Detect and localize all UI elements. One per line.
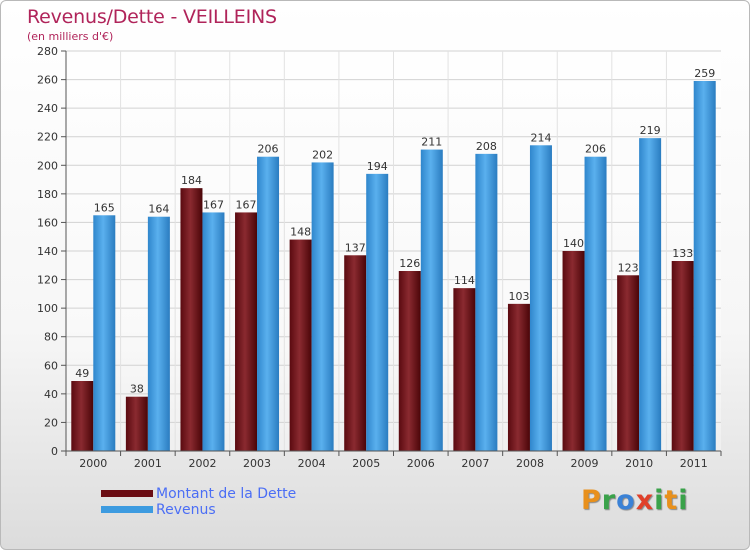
data-label-debt: 137: [345, 241, 366, 254]
bar-debt: [562, 251, 585, 451]
data-label-revenus: 214: [530, 131, 551, 144]
y-tick-label: 60: [44, 359, 58, 372]
proxiti-logo: Proxiti: [581, 485, 689, 516]
bar-revenus: [475, 153, 498, 451]
bar-debt: [344, 255, 367, 451]
bar-debt: [617, 275, 640, 451]
data-label-revenus: 194: [367, 160, 388, 173]
chart-subtitle: (en milliers d'€): [27, 30, 114, 43]
bar-debt: [398, 271, 421, 451]
y-tick-label: 20: [44, 416, 58, 429]
y-tick-label: 260: [37, 74, 58, 87]
bar-revenus: [257, 156, 280, 451]
x-tick-label: 2006: [407, 457, 435, 470]
y-axis: 0 20 40 60 80 100 120 140 160 180 200 220 240 260 280: [37, 45, 67, 458]
data-label-debt: 49: [75, 367, 89, 380]
y-tick-label: 120: [37, 274, 58, 287]
data-label-revenus: 219: [640, 124, 661, 137]
data-label-debt: 184: [181, 174, 202, 187]
bar-debt: [453, 288, 476, 451]
data-label-debt: 140: [563, 237, 584, 250]
data-label-revenus: 208: [476, 140, 497, 153]
y-tick-label: 280: [37, 45, 58, 58]
x-tick-label: 2002: [188, 457, 216, 470]
data-label-debt: 103: [508, 290, 529, 303]
bar-debt: [671, 261, 694, 451]
data-label-debt: 167: [236, 198, 257, 211]
data-label-debt: 126: [399, 257, 420, 270]
bar-revenus: [584, 156, 607, 451]
legend-item-debt: Montant de la Dette: [101, 486, 296, 502]
data-label-debt: 123: [618, 261, 639, 274]
logo-letter: t: [664, 485, 679, 516]
data-label-revenus: 206: [258, 143, 279, 156]
bar-revenus: [693, 81, 716, 451]
bar-debt: [180, 188, 203, 451]
y-tick-label: 80: [44, 331, 58, 344]
x-tick-label: 2008: [516, 457, 544, 470]
data-label-revenus: 202: [312, 148, 333, 161]
data-label-revenus: 164: [148, 203, 169, 216]
x-tick-label: 2003: [243, 457, 271, 470]
y-tick-label: 100: [37, 302, 58, 315]
y-tick-label: 0: [51, 445, 58, 458]
x-tick-label: 2004: [298, 457, 326, 470]
bar-revenus: [639, 138, 662, 451]
legend-label-revenus: Revenus: [156, 502, 216, 518]
bar-revenus: [311, 162, 334, 451]
bar-revenus: [147, 216, 170, 451]
logo-letter: i: [678, 485, 689, 516]
chart-title: Revenus/Dette - VEILLEINS: [27, 6, 277, 28]
y-tick-label: 40: [44, 388, 58, 401]
data-label-revenus: 165: [94, 201, 115, 214]
y-tick-label: 220: [37, 131, 58, 144]
y-tick-label: 160: [37, 216, 58, 229]
data-label-debt: 148: [290, 226, 311, 239]
x-tick-label: 2009: [571, 457, 599, 470]
data-label-revenus: 211: [421, 136, 442, 149]
legend: Montant de la Dette Revenus: [101, 486, 296, 518]
logo-letter: x: [635, 485, 655, 516]
data-label-debt: 133: [672, 247, 693, 260]
data-label-debt: 114: [454, 274, 475, 287]
data-label-revenus: 167: [203, 198, 224, 211]
x-tick-label: 2000: [79, 457, 107, 470]
x-tick-label: 2010: [625, 457, 653, 470]
logo-letter: P: [581, 485, 602, 516]
data-label-revenus: 206: [585, 143, 606, 156]
bar-revenus: [420, 149, 443, 452]
bar-revenus: [529, 145, 552, 452]
x-axis: 2000 2001 2002 2003 2004 2005 2006 2007 2008 2009…: [65, 450, 722, 470]
logo-letter: i: [654, 485, 665, 516]
x-tick-label: 2007: [461, 457, 489, 470]
y-tick-label: 180: [37, 188, 58, 201]
logo-letter: o: [616, 485, 636, 516]
data-label-debt: 38: [130, 383, 144, 396]
logo-letter: r: [601, 485, 617, 516]
x-tick-label: 2001: [134, 457, 162, 470]
bar-revenus: [93, 215, 116, 451]
bar-debt: [235, 212, 258, 451]
x-tick-label: 2005: [352, 457, 380, 470]
legend-swatch-debt: [101, 490, 153, 497]
x-tick-label: 2011: [680, 457, 708, 470]
bar-revenus: [366, 173, 389, 451]
bar-debt: [289, 239, 312, 451]
bar-debt: [507, 303, 530, 451]
legend-item-revenus: Revenus: [101, 502, 296, 518]
bar-debt: [71, 381, 94, 451]
legend-swatch-revenus: [101, 506, 153, 513]
grid-lines: [66, 50, 721, 452]
y-tick-label: 200: [37, 159, 58, 172]
bar-debt: [125, 396, 148, 451]
bar-revenus: [202, 212, 225, 451]
legend-label-debt: Montant de la Dette: [156, 486, 297, 502]
y-tick-label: 140: [37, 245, 58, 258]
y-tick-label: 240: [37, 102, 58, 115]
data-label-revenus: 259: [694, 67, 715, 80]
